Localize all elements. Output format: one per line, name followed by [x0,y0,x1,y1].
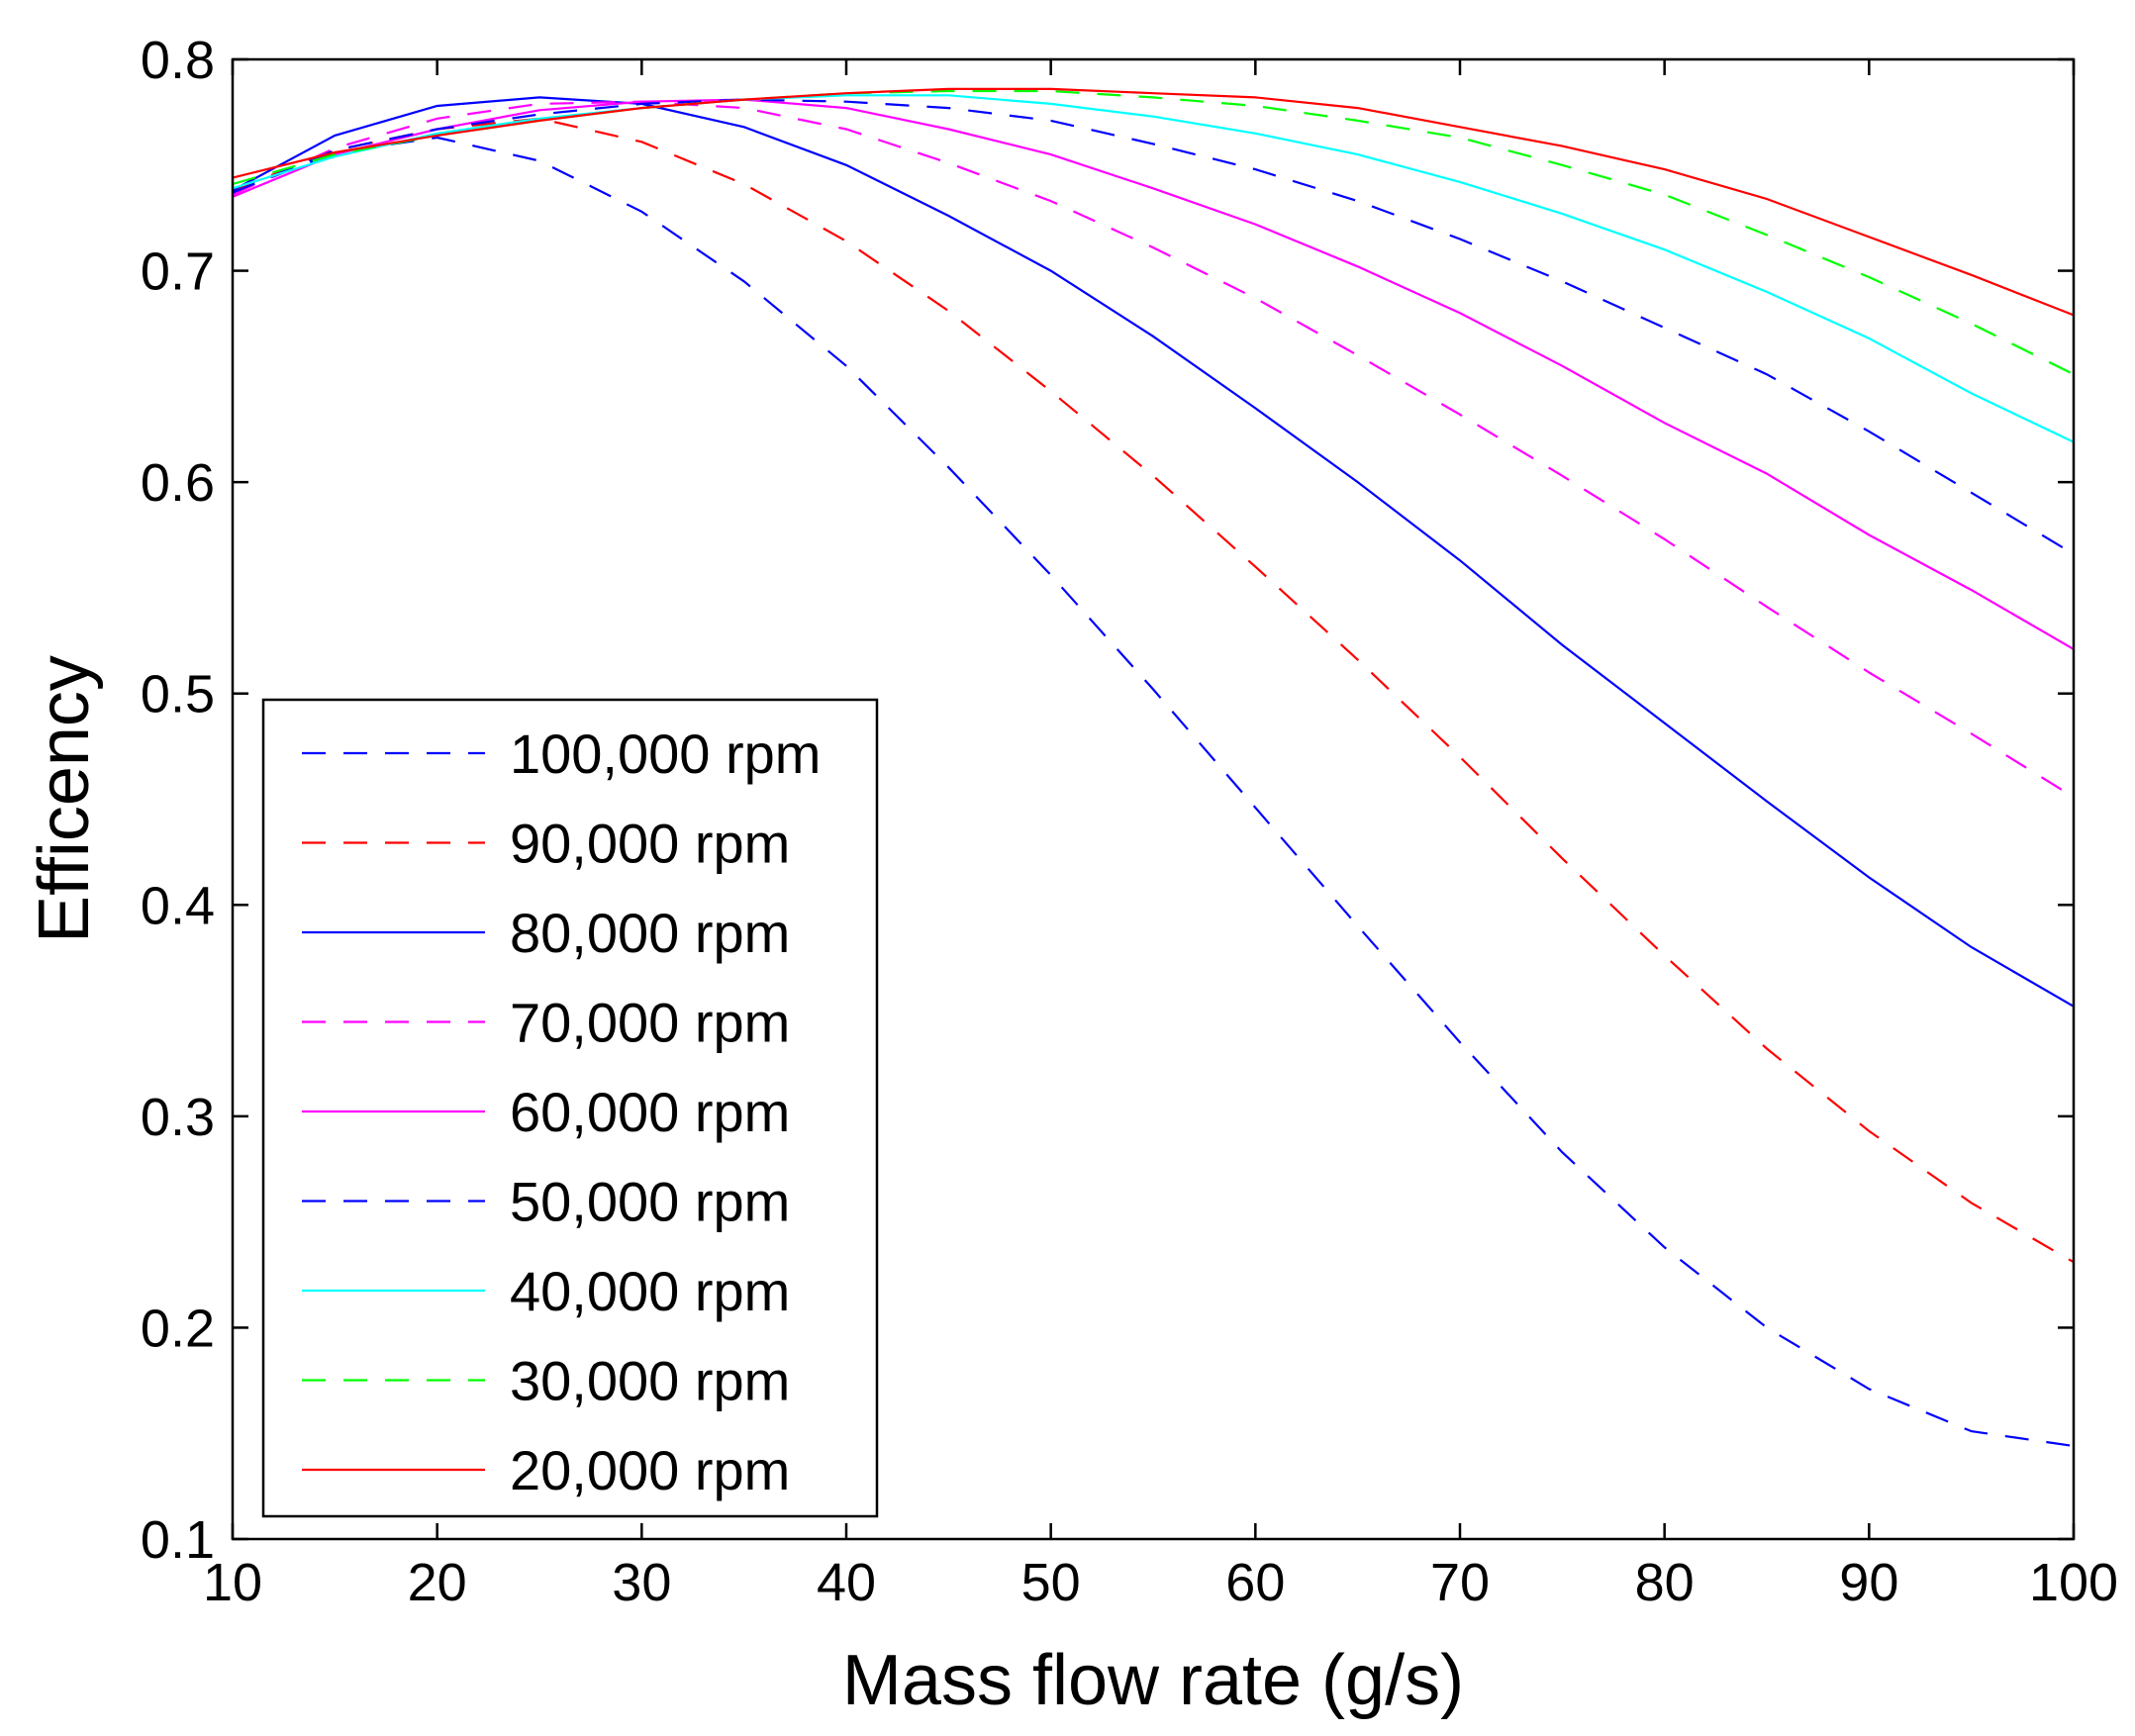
legend-label: 40,000 rpm [510,1260,790,1322]
legend-item: 60,000 rpm [302,1081,790,1143]
legend-item: 40,000 rpm [302,1260,790,1322]
x-tick-label: 20 [408,1553,467,1612]
x-axis-title: Mass flow rate (g/s) [842,1641,1464,1720]
legend-item: 90,000 rpm [302,813,790,875]
legend-label: 60,000 rpm [510,1081,790,1143]
y-tick-label: 0.5 [141,665,215,724]
series-layer [232,87,2075,1448]
x-tick-label: 50 [1021,1553,1081,1612]
series-line-70-000-rpm [232,100,2075,799]
legend-item: 30,000 rpm [302,1350,790,1412]
legend: 100,000 rpm 90,000 rpm 80,000 rpm 70,000 rp… [261,698,879,1518]
legend-label: 100,000 rpm [510,723,821,785]
legend-item: 100,000 rpm [302,723,821,785]
x-tick-label: 40 [817,1553,876,1612]
y-tick-label: 0.8 [141,31,215,90]
legend-item: 80,000 rpm [302,902,790,964]
legend-item: 50,000 rpm [302,1171,790,1233]
x-tick-label: 30 [612,1553,671,1612]
y-tick-label: 0.2 [141,1299,215,1358]
series-line-40-000-rpm [232,94,2075,443]
y-tick-label: 0.3 [141,1088,215,1147]
ticks-layer [231,57,2076,1541]
y-tick-label: 0.7 [141,242,215,302]
series-line-60-000-rpm [232,98,2075,650]
x-tick-label: 90 [1839,1553,1898,1612]
y-tick-label: 0.4 [141,876,215,935]
x-tick-label: 100 [2029,1553,2118,1612]
series-line-50-000-rpm [232,98,2075,555]
legend-label: 70,000 rpm [510,992,790,1054]
legend-item: 70,000 rpm [302,992,790,1054]
y-tick-label: 0.1 [141,1510,215,1570]
y-tick-label: 0.6 [141,453,215,513]
legend-label: 80,000 rpm [510,902,790,964]
legend-label: 50,000 rpm [510,1171,790,1233]
x-tick-label: 70 [1430,1553,1490,1612]
series-line-80-000-rpm [232,96,2075,1008]
series-line-90-000-rpm [232,117,2075,1264]
x-tick-label: 10 [203,1553,262,1612]
legend-label: 90,000 rpm [510,813,790,875]
x-tick-label: 80 [1635,1553,1695,1612]
plot-frame [231,57,2076,1541]
tick-labels: 10 20 30 40 50 60 70 80 90 100 0.1 0.2 0.3 0.4 0.5 0.6 0… [141,31,2118,1612]
legend-item: 20,000 rpm [302,1439,790,1501]
series-line-20-000-rpm [232,87,2075,317]
legend-label: 20,000 rpm [510,1439,790,1501]
legend-items: 100,000 rpm 90,000 rpm 80,000 rpm 70,000 rp… [302,723,821,1501]
legend-label: 30,000 rpm [510,1350,790,1412]
series-line-100-000-rpm [232,136,2075,1448]
y-axis-title: Efficency [25,655,104,943]
x-tick-label: 60 [1225,1553,1285,1612]
